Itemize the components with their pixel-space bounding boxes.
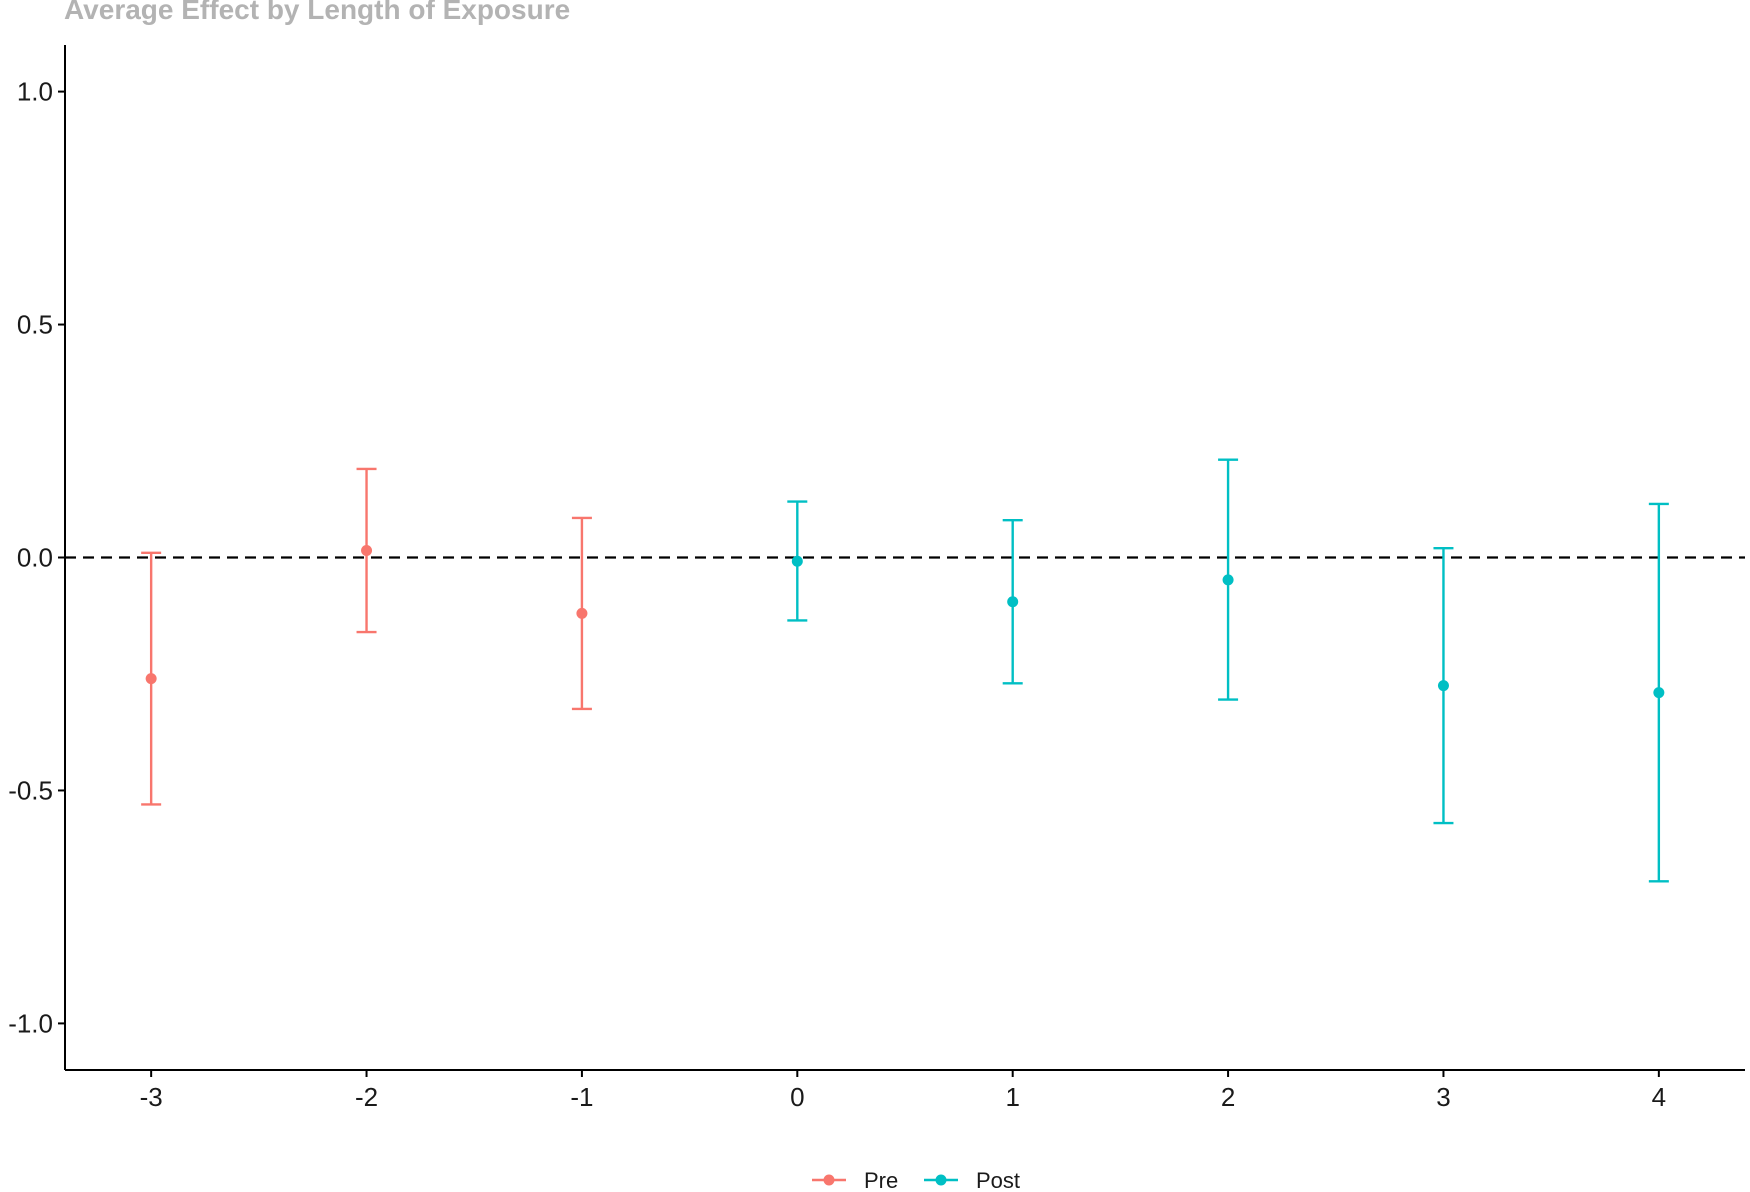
x-tick-label: 2 xyxy=(1221,1082,1235,1112)
data-marks xyxy=(141,458,1669,883)
point-estimate xyxy=(1653,687,1665,699)
legend-item-post: Post xyxy=(924,1168,1020,1192)
series-pre xyxy=(141,467,592,806)
point-estimate xyxy=(1007,596,1019,608)
legend-key-point xyxy=(823,1174,835,1186)
legend-label: Post xyxy=(976,1168,1020,1192)
y-tick-label: 0.5 xyxy=(17,310,53,340)
axes: -1.0 -0.5 0.0 0.5 1.0 -3 -2 -1 0 1 2 3 4 xyxy=(8,45,1745,1112)
legend-label: Pre xyxy=(864,1168,898,1192)
point-estimate xyxy=(791,555,803,567)
point-estimate xyxy=(145,673,157,685)
chart-title: Average Effect by Length of Exposure xyxy=(64,0,571,25)
x-tick-label: -2 xyxy=(355,1082,378,1112)
point-estimate xyxy=(361,545,373,557)
x-tick-label: 3 xyxy=(1436,1082,1450,1112)
y-tick-label: -0.5 xyxy=(8,775,53,805)
x-tick-label: 4 xyxy=(1652,1082,1666,1112)
legend: Pre Post xyxy=(812,1168,1020,1192)
y-tick-label: 1.0 xyxy=(17,77,53,107)
y-tick-label: -1.0 xyxy=(8,1008,53,1038)
legend-key-point xyxy=(935,1174,947,1186)
x-tick-label: 0 xyxy=(790,1082,804,1112)
point-estimate xyxy=(576,607,588,619)
x-tick-label: -3 xyxy=(140,1082,163,1112)
point-estimate xyxy=(1437,680,1449,692)
x-tick-label: 1 xyxy=(1005,1082,1019,1112)
point-estimate xyxy=(1222,574,1234,586)
legend-item-pre: Pre xyxy=(812,1168,898,1192)
y-tick-label: 0.0 xyxy=(17,543,53,573)
x-tick-label: -1 xyxy=(570,1082,593,1112)
series-post xyxy=(787,458,1669,883)
